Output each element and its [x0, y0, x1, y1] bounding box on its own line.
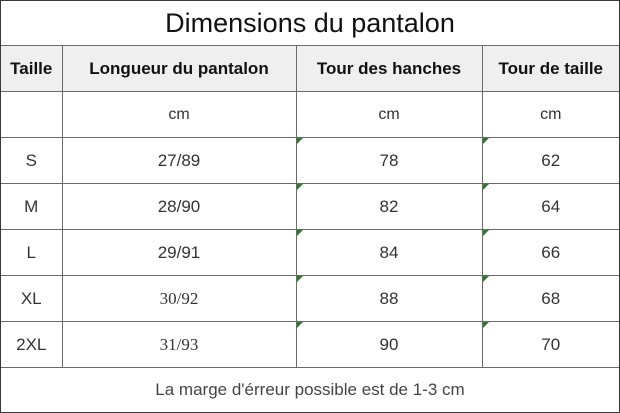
table-row: XL 30/92 88 68 [1, 275, 619, 322]
size-cell: M [1, 183, 63, 230]
cell-marker-icon [296, 138, 303, 144]
length-cell: 29/91 [61, 229, 297, 276]
hips-cell: 88 [295, 275, 483, 322]
col-header-size: Taille [1, 45, 63, 92]
waist-cell: 62 [481, 137, 619, 184]
unit-row: cm cm cm [1, 91, 619, 138]
unit-hips: cm [295, 91, 483, 138]
hips-value: 84 [379, 242, 399, 262]
unit-waist: cm [481, 91, 619, 138]
table-row: M 28/90 82 64 [1, 183, 619, 230]
footer-row: La marge d'érreur possible est de 1-3 cm [1, 367, 619, 412]
cell-marker-icon [482, 276, 489, 282]
size-cell: XL [1, 275, 63, 322]
size-cell: 2XL [1, 321, 63, 368]
length-cell: 27/89 [61, 137, 297, 184]
cell-marker-icon [296, 184, 303, 190]
hips-value: 78 [379, 150, 399, 170]
cell-marker-icon [296, 322, 303, 328]
waist-value: 64 [541, 196, 561, 216]
cell-marker-icon [482, 230, 489, 236]
cell-marker-icon [482, 322, 489, 328]
hips-value: 82 [379, 196, 399, 216]
waist-cell: 70 [481, 321, 619, 368]
col-header-waist: Tour de taille [481, 45, 619, 92]
col-header-length: Longueur du pantalon [61, 45, 297, 92]
col-header-hips: Tour des hanches [295, 45, 483, 92]
waist-value: 66 [541, 242, 561, 262]
waist-value: 68 [541, 288, 561, 308]
table-title: Dimensions du pantalon [1, 1, 619, 46]
waist-cell: 66 [481, 229, 619, 276]
hips-cell: 90 [295, 321, 483, 368]
hips-value: 90 [379, 334, 399, 354]
unit-length: cm [61, 91, 297, 138]
hips-cell: 84 [295, 229, 483, 276]
unit-size [1, 91, 63, 138]
cell-marker-icon [296, 276, 303, 282]
error-margin-note: La marge d'érreur possible est de 1-3 cm [1, 367, 619, 412]
waist-cell: 64 [481, 183, 619, 230]
size-cell: S [1, 137, 63, 184]
length-cell: 28/90 [61, 183, 297, 230]
waist-value: 70 [541, 334, 561, 354]
cell-marker-icon [482, 138, 489, 144]
length-cell: 31/93 [61, 321, 297, 368]
table-row: 2XL 31/93 90 70 [1, 321, 619, 368]
cell-marker-icon [296, 230, 303, 236]
table-row: S 27/89 78 62 [1, 137, 619, 184]
cell-marker-icon [482, 184, 489, 190]
hips-value: 88 [379, 288, 399, 308]
waist-cell: 68 [481, 275, 619, 322]
size-cell: L [1, 229, 63, 276]
header-row: Taille Longueur du pantalon Tour des han… [1, 45, 619, 92]
hips-cell: 82 [295, 183, 483, 230]
hips-cell: 78 [295, 137, 483, 184]
table-row: L 29/91 84 66 [1, 229, 619, 276]
length-cell: 30/92 [61, 275, 297, 322]
waist-value: 62 [541, 150, 561, 170]
